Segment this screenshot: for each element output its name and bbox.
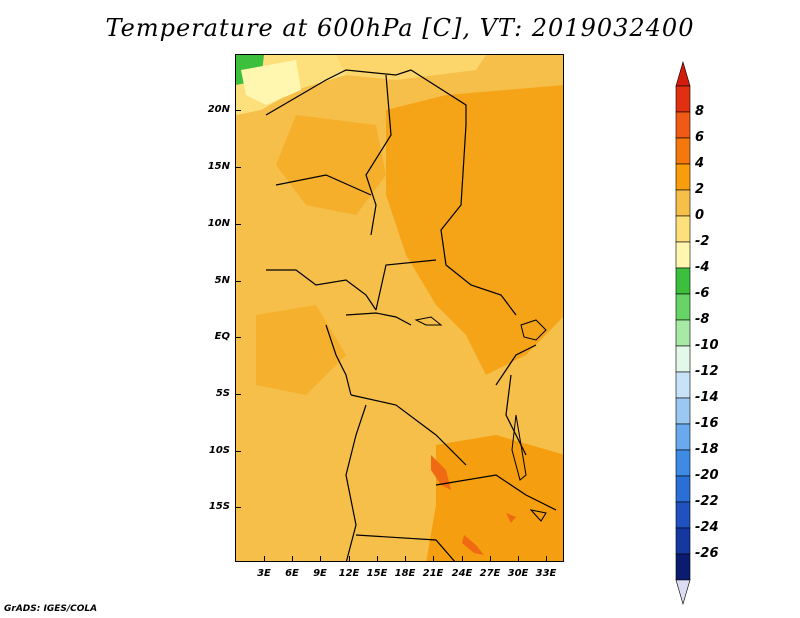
- lon-tick: [377, 556, 378, 561]
- colorbar-segment: [675, 163, 691, 191]
- colorbar-segment: [675, 423, 691, 451]
- colorbar-label: -4: [695, 260, 710, 275]
- colorbar-label: -20: [695, 468, 719, 483]
- colorbar-segment: [675, 527, 691, 555]
- lat-tick: [236, 337, 241, 338]
- colorbar-segment: [675, 267, 691, 295]
- colorbar-segment: [675, 137, 691, 165]
- lon-label-3e: 3E: [257, 568, 271, 579]
- lon-tick: [433, 556, 434, 561]
- lon-label-12e: 12E: [338, 568, 360, 579]
- lon-tick: [462, 556, 463, 561]
- warm-region-south: [426, 435, 563, 561]
- colorbar-label: -2: [695, 234, 710, 249]
- colorbar-label: 2: [695, 182, 705, 197]
- colorbar-label: -18: [695, 442, 719, 457]
- lat-tick: [236, 281, 241, 282]
- hot-spot-3: [506, 513, 516, 523]
- colorbar-segment: [675, 397, 691, 425]
- colorbar-label: -24: [695, 520, 719, 535]
- lon-tick: [292, 556, 293, 561]
- pale-region: [241, 60, 301, 105]
- lon-label-24e: 24E: [451, 568, 473, 579]
- colorbar-label: 6: [695, 130, 705, 145]
- colorbar-label: -22: [695, 494, 719, 509]
- lon-tick: [546, 556, 547, 561]
- colorbar-segment: [675, 475, 691, 503]
- colorbar-bottom-arrow: [675, 579, 691, 606]
- lat-tick: [236, 224, 241, 225]
- lat-label-15n: 15N: [207, 161, 230, 172]
- hot-spot-2: [462, 535, 484, 555]
- colorbar-segment: [675, 371, 691, 399]
- lat-label-5s: 5S: [215, 388, 230, 399]
- lat-label-10s: 10S: [208, 445, 230, 456]
- lat-tick: [236, 110, 241, 111]
- lakes: [414, 316, 547, 522]
- colorbar-segment: [675, 293, 691, 321]
- lon-label-27e: 27E: [479, 568, 501, 579]
- colorbar-segment: [675, 449, 691, 477]
- lon-tick: [405, 556, 406, 561]
- lon-tick: [518, 556, 519, 561]
- colorbar-label: -10: [695, 338, 719, 353]
- lat-label-15s: 15S: [208, 501, 230, 512]
- colorbar-label: 8: [695, 104, 705, 119]
- warm-region-west: [256, 305, 346, 395]
- colorbar-segment: [675, 501, 691, 529]
- colorbar-label: -16: [695, 416, 719, 431]
- lat-label-10n: 10N: [207, 218, 230, 229]
- map-title: Temperature at 600hPa [C], VT: 201903240…: [105, 14, 695, 42]
- lon-tick: [264, 556, 265, 561]
- warm-region-east: [386, 85, 563, 375]
- colorbar-label: -14: [695, 390, 719, 405]
- lon-label-6e: 6E: [285, 568, 299, 579]
- colorbar-segment: [675, 241, 691, 269]
- lat-tick: [236, 451, 241, 452]
- lon-tick: [349, 556, 350, 561]
- colorbar-segment: [675, 189, 691, 217]
- colorbar-top-arrow: [675, 60, 691, 87]
- cool-region-north-2: [336, 55, 486, 80]
- colorbar: [675, 60, 691, 606]
- colorbar-segment: [675, 215, 691, 243]
- colorbar-segment: [675, 345, 691, 373]
- lat-label-5n: 5N: [214, 275, 230, 286]
- colorbar-segment: [675, 85, 691, 113]
- colorbar-label: -26: [695, 546, 719, 561]
- software-credit: GrADS: IGES/COLA: [4, 604, 98, 614]
- lon-label-9e: 9E: [313, 568, 327, 579]
- lon-label-30e: 30E: [507, 568, 529, 579]
- colorbar-label: 4: [695, 156, 705, 171]
- colorbar-label: 0: [695, 208, 705, 223]
- lon-label-33e: 33E: [535, 568, 557, 579]
- hot-spot-1: [431, 455, 451, 490]
- lon-tick: [490, 556, 491, 561]
- colorbar-segment: [675, 111, 691, 139]
- colorbar-segment: [675, 319, 691, 347]
- lon-label-21e: 21E: [422, 568, 444, 579]
- colorbar-label: -12: [695, 364, 719, 379]
- colorbar-label: -8: [695, 312, 710, 327]
- lat-tick: [236, 394, 241, 395]
- map-panel: [235, 54, 564, 562]
- colorbar-segment: [675, 553, 691, 581]
- colorbar-label: -6: [695, 286, 710, 301]
- lat-label-20n: 20N: [207, 104, 230, 115]
- lon-label-15e: 15E: [366, 568, 388, 579]
- lon-tick: [320, 556, 321, 561]
- lat-tick: [236, 507, 241, 508]
- lon-label-18e: 18E: [394, 568, 416, 579]
- country-borders: [265, 69, 557, 561]
- lat-tick: [236, 167, 241, 168]
- temperature-field: [236, 55, 563, 561]
- lat-label-eq: EQ: [214, 331, 230, 342]
